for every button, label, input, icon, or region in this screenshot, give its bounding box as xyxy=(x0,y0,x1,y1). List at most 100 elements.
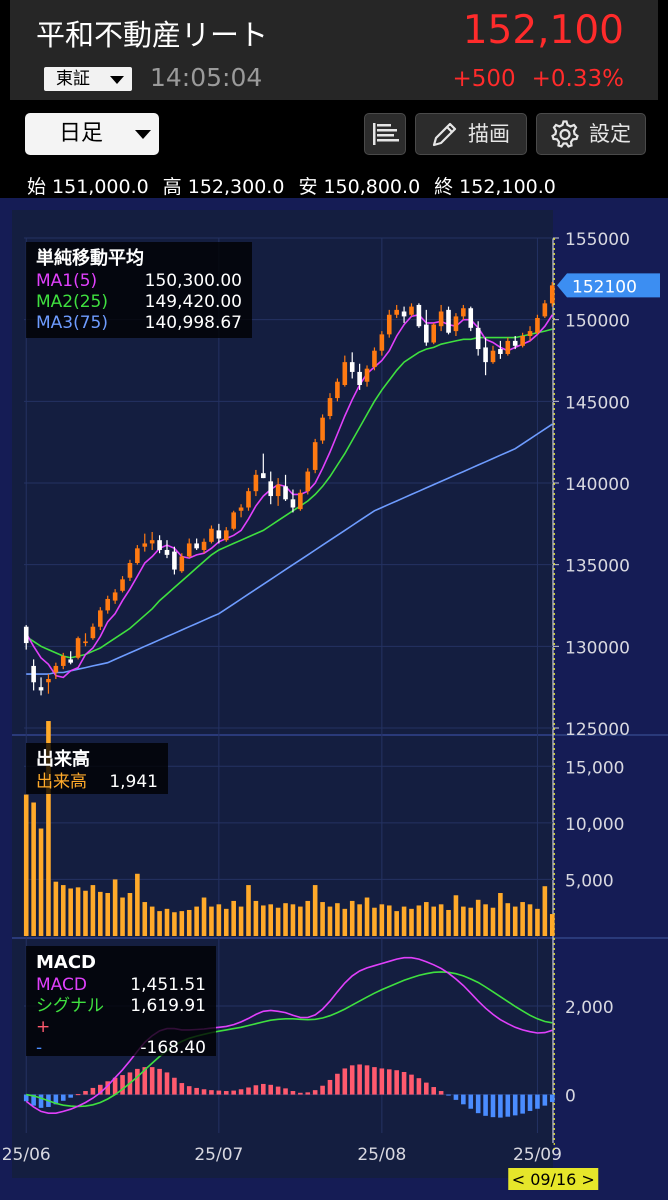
volume-tick-label: 15,000 xyxy=(565,758,624,778)
candle-body xyxy=(172,551,177,570)
macd-histogram-bar xyxy=(372,1067,377,1095)
stock-chart[interactable]: 155000 150000 145000 140000 135000 130000 1250… xyxy=(0,198,668,1200)
volume-bar xyxy=(342,908,348,936)
volume-bar xyxy=(379,904,385,936)
macd-histogram-bar xyxy=(349,1065,355,1095)
macd-histogram-bar xyxy=(549,1094,555,1103)
candlestick xyxy=(357,363,362,390)
candlestick xyxy=(475,321,481,356)
candle-body xyxy=(535,318,540,333)
candle-body xyxy=(164,549,170,555)
cursor-date-background xyxy=(508,1168,599,1190)
candle-body xyxy=(549,285,555,304)
macd-histogram-bar xyxy=(364,1065,370,1095)
candlestick xyxy=(312,438,318,474)
volume-bar xyxy=(68,888,73,936)
candle-body xyxy=(268,481,274,497)
candlestick xyxy=(261,453,266,479)
cursor-date-tag: < 09/16 > xyxy=(508,1168,599,1190)
candle-body xyxy=(364,368,370,382)
volume-bar xyxy=(535,908,540,936)
chevron-down-icon xyxy=(110,76,124,84)
volume-bar xyxy=(275,907,281,936)
candlestick xyxy=(498,340,503,359)
candlestick xyxy=(157,535,162,554)
date-tick-label: 25/07 xyxy=(194,1145,243,1165)
legend-series-value: -168.40 xyxy=(140,1038,206,1058)
macd-histogram-bar xyxy=(461,1094,466,1105)
high-label: 高 xyxy=(162,176,182,198)
candlestick xyxy=(246,487,251,511)
candle-body xyxy=(31,665,36,683)
volume-tick-label: 5,000 xyxy=(565,871,614,891)
candlestick xyxy=(349,352,355,379)
candle-body xyxy=(401,311,407,317)
macd-histogram-bar xyxy=(320,1085,325,1095)
bar-list-icon xyxy=(373,123,399,145)
candle-body xyxy=(512,340,518,346)
macd-histogram-bar xyxy=(290,1091,296,1095)
legend-series-name: MACD xyxy=(36,975,87,995)
macd-histogram-bar xyxy=(172,1077,177,1095)
exchange-select[interactable]: 東証 xyxy=(44,67,132,91)
candlestick xyxy=(142,533,148,552)
period-select[interactable]: 日足 xyxy=(25,113,159,155)
candlestick xyxy=(335,378,340,402)
volume-bar xyxy=(105,893,111,936)
candlestick xyxy=(112,589,118,604)
volume-bar xyxy=(327,906,333,936)
candle-body xyxy=(312,442,318,470)
candlestick xyxy=(401,306,407,323)
volume-bar xyxy=(446,909,451,936)
candlestick xyxy=(38,677,44,696)
candlestick xyxy=(179,553,185,573)
volume-bar xyxy=(60,885,66,936)
candle-body xyxy=(75,638,81,658)
draw-button[interactable]: 描画 xyxy=(415,113,527,155)
volume-bar xyxy=(127,893,133,936)
candle-body xyxy=(527,331,533,336)
candle-body xyxy=(223,530,229,541)
volume-bar xyxy=(231,900,236,936)
volume-bar xyxy=(416,905,422,936)
close-value: 152,100.0 xyxy=(459,176,556,198)
macd-histogram-bar xyxy=(261,1083,266,1095)
candle-body xyxy=(112,592,118,601)
volume-bar xyxy=(431,906,437,936)
legend-series-value: 140,998.67 xyxy=(145,313,242,333)
date-tick-label: 25/06 xyxy=(2,1145,51,1165)
macd-histogram-bar xyxy=(98,1084,103,1095)
volume-bar xyxy=(312,885,318,936)
legend-series-name: 出来高 xyxy=(36,772,87,792)
volume-bar xyxy=(461,906,466,936)
candle-body xyxy=(498,349,503,354)
candle-body xyxy=(298,492,303,510)
candle-body xyxy=(490,350,496,363)
legend-background xyxy=(26,242,252,338)
candlestick xyxy=(216,523,222,544)
candle-body xyxy=(105,598,111,611)
macd-histogram-bar xyxy=(31,1094,36,1106)
macd-histogram-bar xyxy=(312,1090,318,1095)
macd-tick-label: 0 xyxy=(565,1087,576,1107)
price-tick-label: 135000 xyxy=(565,557,630,577)
volume-bar xyxy=(409,908,414,936)
volume-bar xyxy=(246,885,251,936)
macd-histogram-bar xyxy=(120,1075,125,1095)
volume-bar xyxy=(261,905,266,936)
candlestick xyxy=(431,322,437,345)
candle-body xyxy=(461,308,466,317)
macd-histogram-bar xyxy=(253,1085,259,1095)
candlestick xyxy=(549,282,555,307)
candlestick xyxy=(127,559,133,581)
settings-button[interactable]: 設定 xyxy=(536,113,646,155)
legend-background xyxy=(26,946,216,1056)
macd-histogram-bar xyxy=(83,1091,88,1095)
last-price-tag xyxy=(557,273,660,298)
chart-type-button[interactable] xyxy=(364,113,406,155)
candlestick xyxy=(386,309,392,338)
signal-line xyxy=(26,971,553,1108)
volume-bar xyxy=(549,914,555,936)
macd-histogram-bar xyxy=(149,1067,155,1095)
